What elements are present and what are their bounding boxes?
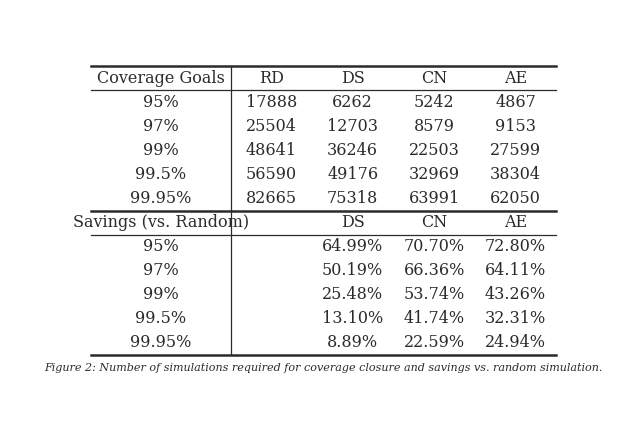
Text: 97%: 97% [143,262,179,279]
Text: 99%: 99% [143,142,179,159]
Text: 9153: 9153 [495,118,536,135]
Text: 6262: 6262 [332,94,373,111]
Text: 99.5%: 99.5% [135,166,186,183]
Text: 66.36%: 66.36% [403,262,465,279]
Text: 72.80%: 72.80% [485,238,546,255]
Text: 8579: 8579 [414,118,455,135]
Text: 75318: 75318 [327,190,378,207]
Text: DS: DS [341,70,365,87]
Text: 95%: 95% [143,94,179,111]
Text: DS: DS [341,214,365,231]
Text: CN: CN [421,70,447,87]
Text: 62050: 62050 [490,190,541,207]
Text: 22.59%: 22.59% [404,334,465,351]
Text: 53.74%: 53.74% [403,286,465,303]
Text: AE: AE [504,70,527,87]
Text: 95%: 95% [143,238,179,255]
Text: AE: AE [504,214,527,231]
Text: RD: RD [259,70,284,87]
Text: 48641: 48641 [246,142,297,159]
Text: 49176: 49176 [327,166,378,183]
Text: CN: CN [421,214,447,231]
Text: 5242: 5242 [414,94,454,111]
Text: 70.70%: 70.70% [404,238,465,255]
Text: Coverage Goals: Coverage Goals [97,70,225,87]
Text: 25504: 25504 [246,118,297,135]
Text: 64.11%: 64.11% [485,262,546,279]
Text: 27599: 27599 [490,142,541,159]
Text: 32.31%: 32.31% [485,310,546,327]
Text: 25.48%: 25.48% [322,286,383,303]
Text: 22503: 22503 [409,142,459,159]
Text: 50.19%: 50.19% [322,262,383,279]
Text: 13.10%: 13.10% [322,310,383,327]
Text: 43.26%: 43.26% [485,286,546,303]
Text: 32969: 32969 [408,166,460,183]
Text: Figure 2: Number of simulations required for coverage closure and savings vs. ra: Figure 2: Number of simulations required… [43,363,602,373]
Text: 56590: 56590 [246,166,297,183]
Text: 99.5%: 99.5% [135,310,186,327]
Text: 97%: 97% [143,118,179,135]
Text: 99.95%: 99.95% [130,334,192,351]
Text: 82665: 82665 [246,190,297,207]
Text: Savings (vs. Random): Savings (vs. Random) [72,214,249,231]
Text: 99.95%: 99.95% [130,190,192,207]
Text: 41.74%: 41.74% [404,310,465,327]
Text: 24.94%: 24.94% [485,334,546,351]
Text: 36246: 36246 [327,142,378,159]
Text: 12703: 12703 [327,118,378,135]
Text: 4867: 4867 [495,94,536,111]
Text: 63991: 63991 [408,190,460,207]
Text: 38304: 38304 [490,166,541,183]
Text: 8.89%: 8.89% [327,334,378,351]
Text: 64.99%: 64.99% [322,238,383,255]
Text: 99%: 99% [143,286,179,303]
Text: 17888: 17888 [246,94,297,111]
